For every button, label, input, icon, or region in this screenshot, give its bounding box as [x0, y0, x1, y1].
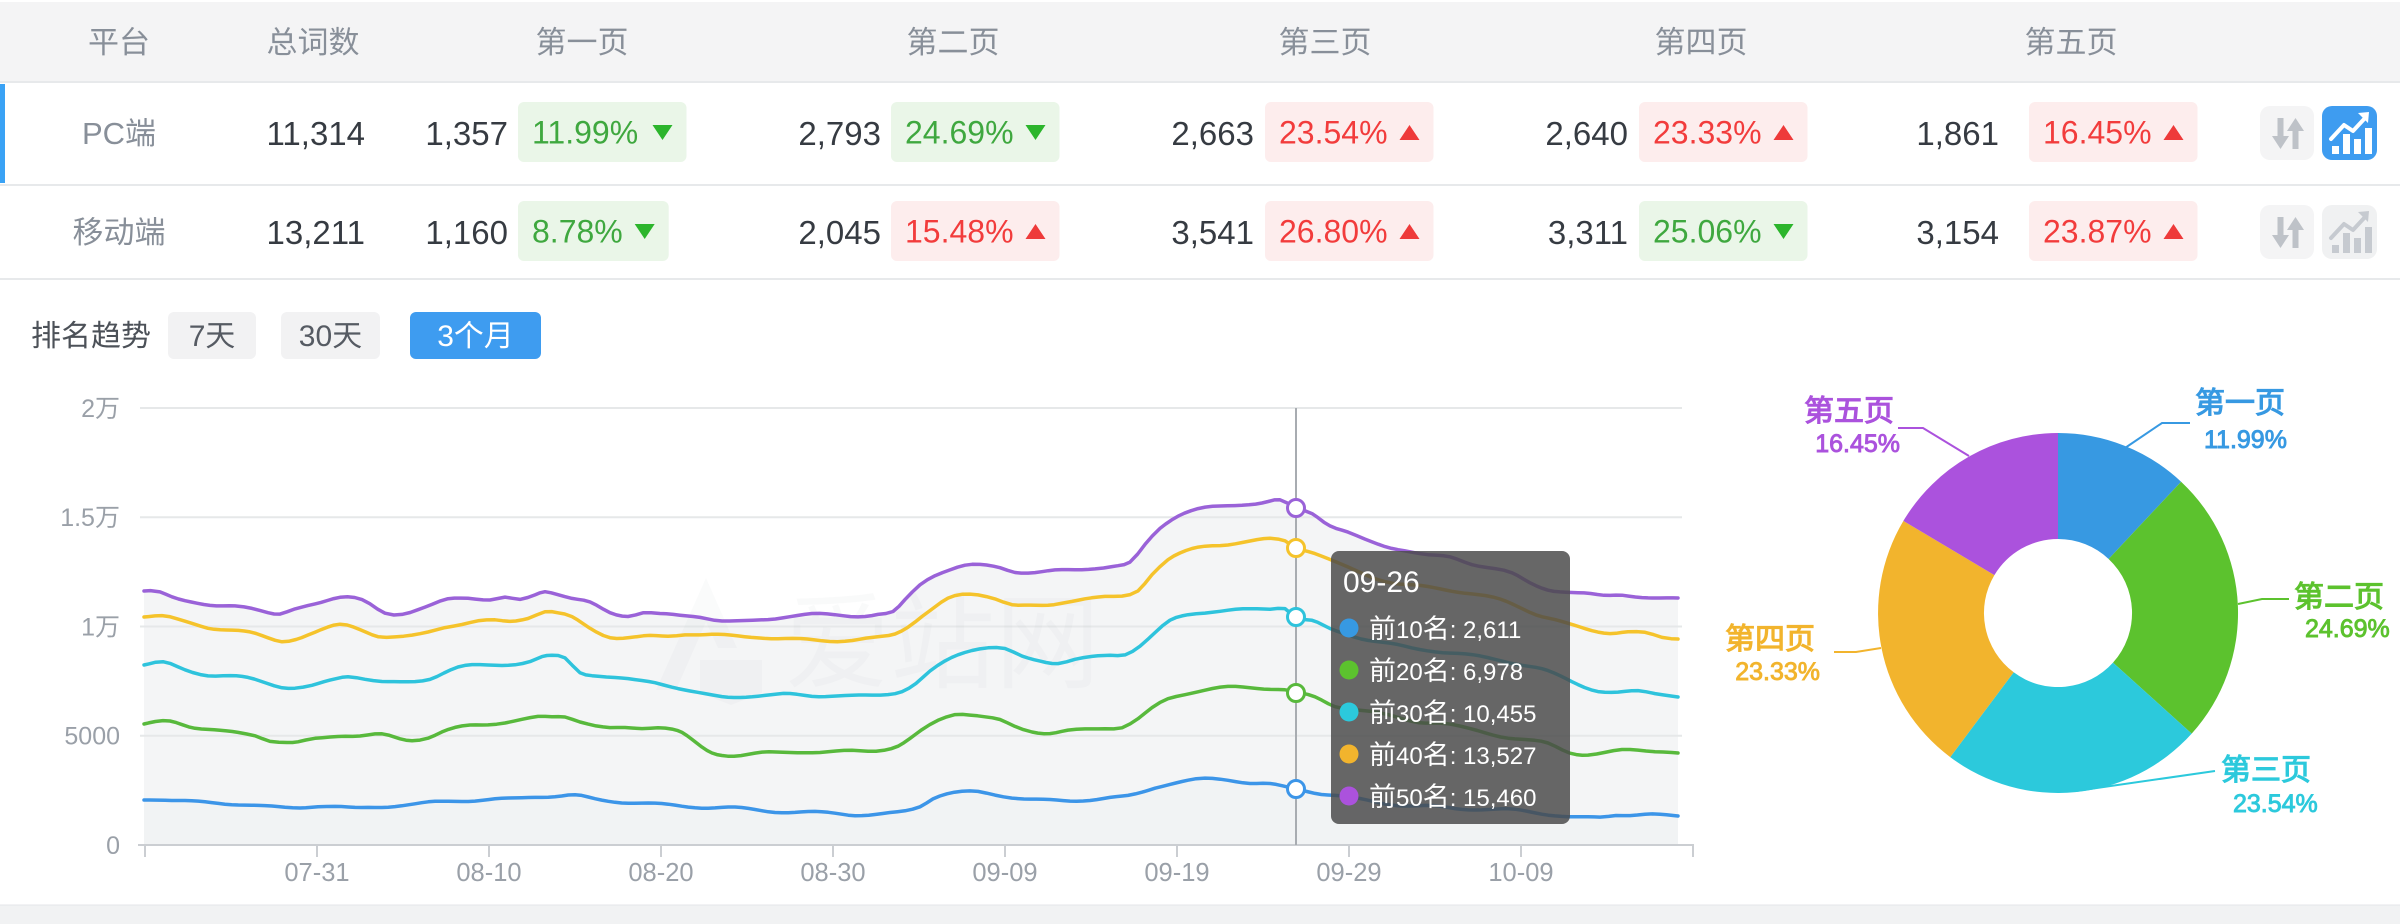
svg-text:2: 2 [81, 395, 95, 423]
svg-text:7: 7 [189, 320, 206, 353]
svg-text:: 6,978: : 6,978 [1450, 659, 1523, 686]
svg-text:2,793: 2,793 [798, 115, 881, 152]
svg-text:25.06%: 25.06% [1653, 214, 1762, 250]
svg-text:: 2,611: : 2,611 [1450, 617, 1522, 644]
svg-text:PC: PC [82, 116, 125, 151]
svg-text:15.48%: 15.48% [905, 214, 1014, 250]
svg-text:08-20: 08-20 [628, 859, 693, 887]
svg-text:10-09: 10-09 [1488, 859, 1553, 887]
svg-text:09-29: 09-29 [1316, 859, 1381, 887]
svg-text:: 13,527: : 13,527 [1450, 743, 1537, 770]
svg-text:09-26: 09-26 [1343, 566, 1420, 599]
svg-text:23.33%: 23.33% [1653, 115, 1762, 151]
svg-text:50: 50 [1396, 785, 1423, 812]
svg-text:8.78%: 8.78% [532, 214, 623, 250]
svg-text:30: 30 [299, 320, 332, 353]
svg-text:1,160: 1,160 [425, 214, 508, 251]
svg-text:23.54%: 23.54% [2233, 790, 2318, 818]
svg-text:1,861: 1,861 [1916, 115, 1999, 152]
svg-text:26.80%: 26.80% [1279, 214, 1388, 250]
svg-text:08-10: 08-10 [456, 859, 521, 887]
svg-text:2,640: 2,640 [1545, 115, 1628, 152]
svg-text:1: 1 [81, 614, 95, 642]
svg-text:3,311: 3,311 [1548, 214, 1628, 251]
svg-text:3,541: 3,541 [1171, 214, 1254, 251]
svg-text:13,211: 13,211 [267, 214, 365, 251]
svg-text:24.69%: 24.69% [2305, 615, 2390, 643]
svg-text:5000: 5000 [64, 723, 120, 751]
svg-text:3: 3 [437, 320, 454, 353]
svg-text:0: 0 [106, 832, 120, 860]
svg-text:24.69%: 24.69% [905, 115, 1014, 151]
svg-text:10: 10 [1396, 617, 1423, 644]
svg-text:40: 40 [1396, 743, 1423, 770]
svg-text:1.5: 1.5 [60, 504, 95, 532]
svg-text:11.99%: 11.99% [2204, 426, 2287, 454]
svg-text:16.45%: 16.45% [2043, 115, 2152, 151]
svg-text:16.45%: 16.45% [1815, 430, 1900, 458]
svg-text:09-19: 09-19 [1144, 859, 1209, 887]
svg-text:2,663: 2,663 [1171, 115, 1254, 152]
svg-text:07-31: 07-31 [284, 859, 349, 887]
svg-text:30: 30 [1396, 701, 1423, 728]
svg-text:11.99%: 11.99% [532, 115, 638, 151]
svg-text:: 10,455: : 10,455 [1450, 701, 1537, 728]
svg-text:3,154: 3,154 [1916, 214, 1999, 251]
svg-text:11,314: 11,314 [267, 115, 365, 152]
svg-text:2,045: 2,045 [798, 214, 881, 251]
svg-text:: 15,460: : 15,460 [1450, 785, 1537, 812]
svg-text:08-30: 08-30 [800, 859, 865, 887]
svg-text:23.33%: 23.33% [1735, 658, 1820, 686]
svg-text:23.54%: 23.54% [1279, 115, 1388, 151]
svg-text:20: 20 [1396, 659, 1423, 686]
svg-text:23.87%: 23.87% [2043, 214, 2152, 250]
svg-text:09-09: 09-09 [972, 859, 1037, 887]
svg-text:1,357: 1,357 [425, 115, 508, 152]
